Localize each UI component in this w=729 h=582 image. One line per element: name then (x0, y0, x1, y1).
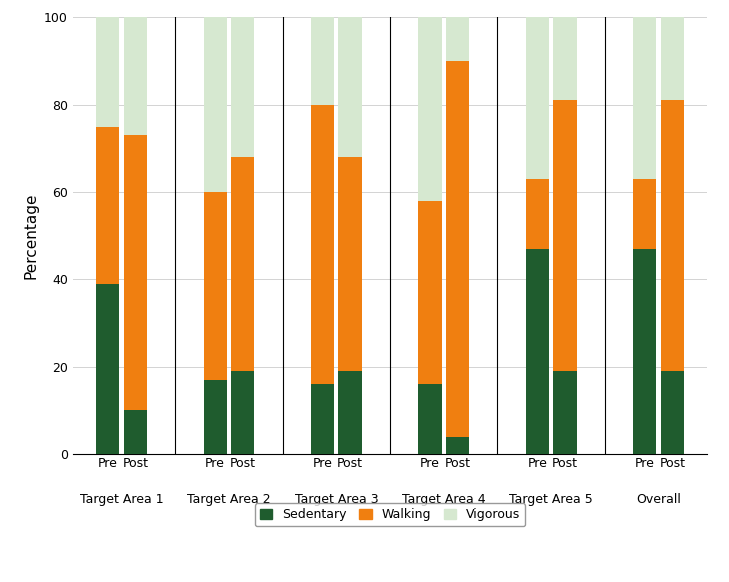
Bar (124, 410, 147, 454)
Bar (633, 17, 656, 179)
Bar (446, 436, 469, 454)
Bar (418, 201, 442, 384)
Bar (338, 157, 362, 371)
Bar (660, 17, 684, 100)
Bar (660, 100, 684, 371)
Text: Overall: Overall (636, 493, 681, 506)
Text: Target Area 2: Target Area 2 (187, 493, 270, 506)
Text: Target Area 4: Target Area 4 (402, 493, 486, 506)
Bar (124, 17, 147, 135)
Text: Target Area 3: Target Area 3 (295, 493, 378, 506)
Bar (231, 17, 254, 157)
Bar (526, 249, 549, 454)
Bar (526, 179, 549, 249)
Bar (203, 17, 227, 192)
Bar (633, 249, 656, 454)
Bar (446, 17, 469, 61)
Bar (96, 17, 120, 127)
Bar (311, 17, 334, 105)
Bar (203, 380, 227, 454)
Bar (338, 17, 362, 157)
Legend: Sedentary, Walking, Vigorous: Sedentary, Walking, Vigorous (254, 503, 526, 526)
Bar (660, 371, 684, 454)
Text: Target Area 1: Target Area 1 (79, 493, 163, 506)
Y-axis label: Percentage: Percentage (23, 193, 39, 279)
Bar (311, 105, 334, 384)
Bar (338, 371, 362, 454)
Bar (418, 384, 442, 454)
Bar (231, 371, 254, 454)
Bar (553, 17, 577, 100)
Bar (96, 127, 120, 284)
Text: Target Area 5: Target Area 5 (510, 493, 593, 506)
Bar (203, 192, 227, 380)
Bar (231, 157, 254, 371)
Bar (96, 284, 120, 454)
Bar (446, 61, 469, 436)
Bar (526, 17, 549, 179)
Bar (311, 384, 334, 454)
Bar (633, 179, 656, 249)
Bar (553, 100, 577, 371)
Bar (553, 371, 577, 454)
Bar (124, 136, 147, 410)
Bar (418, 17, 442, 201)
